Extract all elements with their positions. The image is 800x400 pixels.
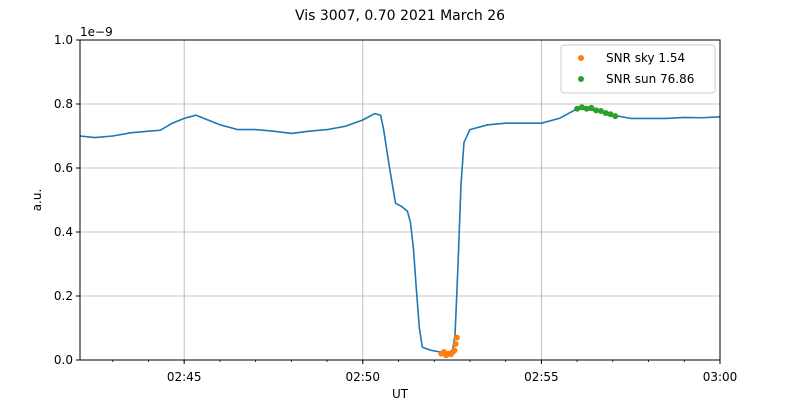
y-tick-label: 0.0 — [54, 353, 73, 367]
sun-point — [588, 104, 595, 111]
sun-point — [607, 111, 614, 118]
y-tick-label: 0.2 — [54, 289, 73, 303]
x-tick-label: 03:00 — [703, 370, 738, 384]
y-offset-label: 1e−9 — [80, 25, 113, 39]
x-tick-label: 02:45 — [167, 370, 202, 384]
y-tick-label: 0.8 — [54, 97, 73, 111]
sun-point — [578, 104, 585, 111]
legend-box — [560, 44, 716, 94]
y-axis: 0.0 0.2 0.4 0.6 0.8 1.0 — [54, 33, 80, 367]
y-tick-label: 1.0 — [54, 33, 73, 47]
sun-point — [612, 113, 619, 120]
legend-marker-sun — [578, 76, 584, 82]
chart-title: Vis 3007, 0.70 2021 March 26 — [295, 8, 505, 24]
sun-point — [574, 105, 581, 112]
legend-marker-sky — [578, 55, 584, 61]
sun-point — [583, 105, 590, 112]
y-tick-label: 0.6 — [54, 161, 73, 175]
legend-label-sun: SNR sun 76.86 — [606, 72, 694, 86]
series-line-signal — [80, 108, 720, 355]
plot-area — [80, 104, 720, 359]
y-tick-label: 0.4 — [54, 225, 73, 239]
x-axis-label: UT — [392, 387, 409, 400]
sun-point — [602, 109, 609, 116]
sky-point — [451, 347, 458, 354]
sun-point — [593, 107, 600, 114]
sky-point — [453, 334, 460, 341]
sky-point — [452, 341, 459, 347]
x-tick-label: 02:50 — [345, 370, 380, 384]
plot-frame — [79, 39, 721, 361]
y-axis-label: a.u. — [30, 189, 44, 212]
x-axis: 02:45 02:50 02:55 03:00 — [112, 360, 738, 384]
x-tick-label: 02:55 — [524, 370, 559, 384]
legend-label-sky: SNR sky 1.54 — [606, 51, 685, 65]
sun-point — [597, 108, 604, 115]
legend: SNR sky 1.54 SNR sun 76.86 — [560, 44, 716, 94]
